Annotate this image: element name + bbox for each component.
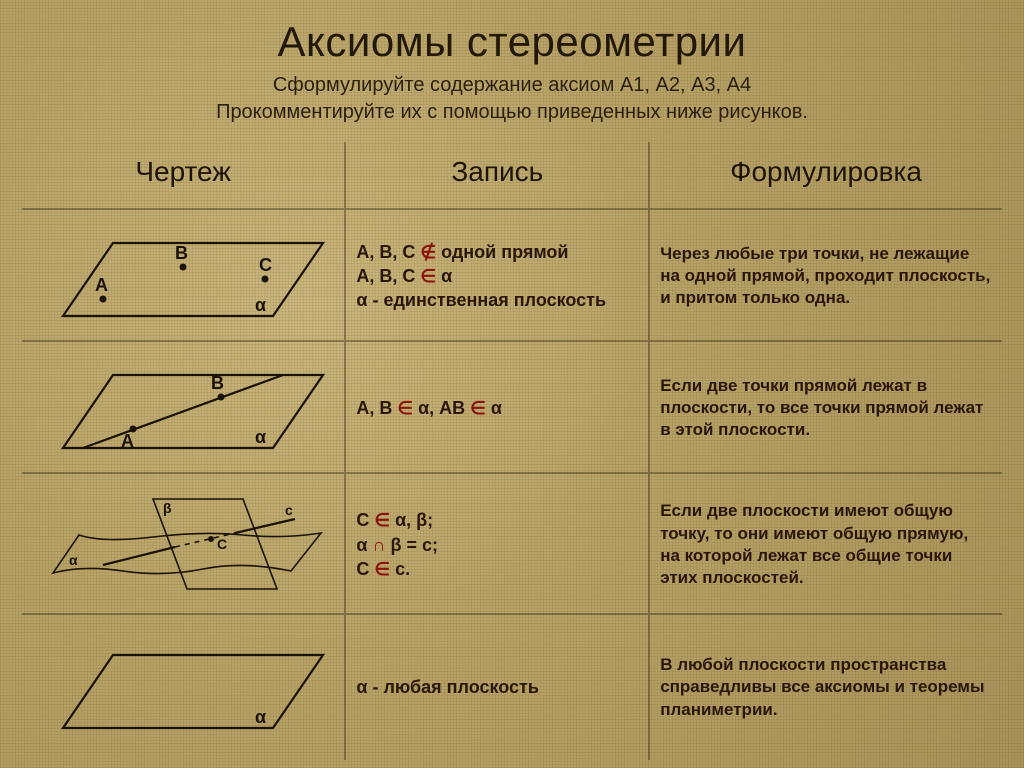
table-row: A B α А, В ∈ α, АВ ∈ α bbox=[22, 342, 1002, 474]
cell-formulation: Если две плоскости имеют общую точку, то… bbox=[649, 474, 1002, 615]
cell-notation: А, В ∈ α, АВ ∈ α bbox=[345, 342, 649, 474]
belongs-symbol: ∈ bbox=[420, 266, 436, 286]
cell-formulation: Если две точки прямой лежат в плоскости,… bbox=[649, 342, 1002, 474]
table-row: α α - любая плоскость В любой плоскости … bbox=[22, 615, 1002, 760]
cell-notation: α - любая плоскость bbox=[345, 615, 649, 760]
point-a-label: A bbox=[95, 275, 108, 295]
cell-diagram: C c α β bbox=[22, 474, 345, 615]
belongs-symbol: ∈ bbox=[374, 559, 390, 579]
point-b-label: B bbox=[211, 373, 224, 393]
table-row: A B C α А, В, С ∉ одной bbox=[22, 210, 1002, 342]
point-c-big-label: C bbox=[217, 536, 227, 552]
point-a-label: A bbox=[121, 431, 134, 451]
subtitle-line-1: Сформулируйте содержание аксиом А1, А2, … bbox=[273, 74, 751, 96]
diagram-axiom-4: α bbox=[32, 621, 334, 754]
cell-diagram: A B α bbox=[22, 342, 345, 474]
table-header-row: Чертеж Запись Формулировка bbox=[22, 142, 1002, 210]
page-title: Аксиомы стереометрии bbox=[22, 18, 1002, 66]
point-c-label: C bbox=[259, 255, 272, 275]
plane-alpha-label: α bbox=[255, 707, 266, 727]
notation-axiom-2: А, В ∈ α, АВ ∈ α bbox=[356, 396, 638, 420]
axioms-table-wrapper: Чертеж Запись Формулировка A bbox=[22, 142, 1002, 760]
cell-formulation: В любой плоскости пространства справедли… bbox=[649, 615, 1002, 760]
belongs-symbol: ∈ bbox=[470, 398, 486, 418]
notation-axiom-3: С ∈ α, β; α ∩ β = c; С ∈ c. bbox=[356, 508, 638, 581]
intersection-symbol: ∩ bbox=[372, 535, 385, 555]
point-b-label: B bbox=[175, 243, 188, 263]
col-header-drawing: Чертеж bbox=[22, 142, 345, 210]
line-c-label: c bbox=[285, 502, 293, 518]
formulation-axiom-3: Если две плоскости имеют общую точку, то… bbox=[660, 500, 992, 588]
belongs-symbol: ∈ bbox=[397, 398, 413, 418]
cell-diagram: α bbox=[22, 615, 345, 760]
belongs-symbol: ∈ bbox=[374, 510, 390, 530]
subtitle-line-2: Прокомментируйте их с помощью приведенны… bbox=[216, 101, 808, 123]
cell-formulation: Через любые три точки, не лежащие на одн… bbox=[649, 210, 1002, 342]
formulation-axiom-1: Через любые три точки, не лежащие на одн… bbox=[660, 243, 992, 309]
col-header-notation: Запись bbox=[345, 142, 649, 210]
cell-diagram: A B C α bbox=[22, 210, 345, 342]
plane-alpha-label: α bbox=[69, 552, 78, 568]
cell-notation: А, В, С ∉ одной прямой А, В, С ∈ α α - е… bbox=[345, 210, 649, 342]
not-belongs-symbol: ∉ bbox=[420, 242, 436, 262]
formulation-axiom-4: В любой плоскости пространства справедли… bbox=[660, 654, 992, 720]
subtitle: Сформулируйте содержание аксиом А1, А2, … bbox=[22, 72, 1002, 126]
diagram-axiom-1: A B C α bbox=[32, 216, 334, 336]
plane-beta-label: β bbox=[163, 500, 172, 516]
table-row: C c α β С ∈ α, β; bbox=[22, 474, 1002, 615]
cell-notation: С ∈ α, β; α ∩ β = c; С ∈ c. bbox=[345, 474, 649, 615]
notation-axiom-1: А, В, С ∉ одной прямой А, В, С ∈ α α - е… bbox=[356, 240, 638, 313]
diagram-axiom-3: C c α β bbox=[32, 480, 334, 609]
slide: Аксиомы стереометрии Сформулируйте содер… bbox=[0, 0, 1024, 768]
col-header-formulation: Формулировка bbox=[649, 142, 1002, 210]
plane-alpha-label: α bbox=[255, 295, 266, 315]
diagram-axiom-2: A B α bbox=[32, 348, 334, 468]
plane-alpha-label: α bbox=[255, 427, 266, 447]
formulation-axiom-2: Если две точки прямой лежат в плоскости,… bbox=[660, 375, 992, 441]
axioms-table: Чертеж Запись Формулировка A bbox=[22, 142, 1002, 760]
notation-axiom-4: α - любая плоскость bbox=[356, 675, 638, 699]
